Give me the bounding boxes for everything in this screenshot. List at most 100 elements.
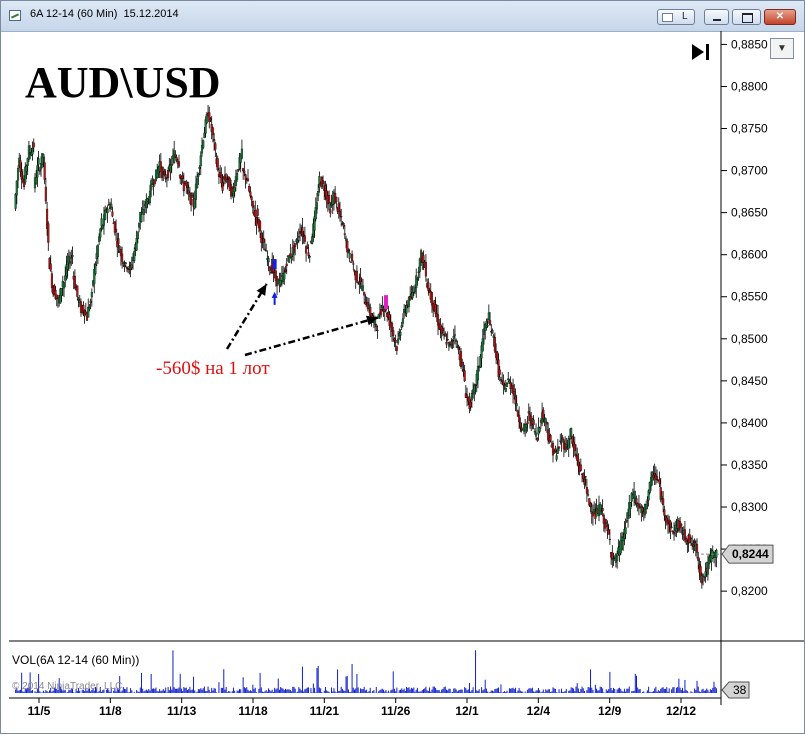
candle-body bbox=[46, 208, 49, 229]
candle-body bbox=[194, 183, 197, 200]
candle-body bbox=[704, 571, 707, 578]
candle-body bbox=[407, 296, 411, 307]
candle-body bbox=[633, 491, 636, 498]
candle-body bbox=[236, 172, 239, 180]
candle-body bbox=[20, 171, 23, 180]
candle-body bbox=[328, 195, 331, 204]
candle-body bbox=[315, 202, 319, 210]
candle-body bbox=[199, 155, 202, 167]
candle-body bbox=[498, 369, 501, 375]
candle-body bbox=[187, 190, 190, 194]
candle-body bbox=[186, 185, 189, 188]
candle-body bbox=[259, 221, 262, 231]
link-button[interactable]: L bbox=[657, 9, 695, 25]
candle-body bbox=[248, 185, 251, 192]
candle-body bbox=[233, 187, 236, 192]
annotation-arrow-line bbox=[225, 283, 268, 350]
candle-body bbox=[591, 512, 594, 517]
candle-body bbox=[64, 275, 67, 281]
maximize-button[interactable] bbox=[732, 9, 761, 25]
candle-body bbox=[599, 503, 602, 515]
candle-body bbox=[209, 118, 212, 121]
candle-body bbox=[352, 263, 355, 265]
candle-body bbox=[284, 269, 287, 273]
candle-body bbox=[163, 170, 166, 176]
candle-body bbox=[556, 447, 559, 454]
candle-body bbox=[565, 444, 568, 448]
candle-body bbox=[693, 541, 696, 544]
price-chart[interactable]: 0,8850 0,8800 0,8750 0,8700 0,8650 0,8600 0,85… bbox=[1, 31, 804, 735]
title-bar[interactable]: 6A 12-14 (60 Min) 15.12.2014 L ✕ bbox=[1, 1, 804, 32]
candle-body bbox=[262, 238, 265, 243]
candle-body bbox=[579, 464, 582, 471]
candle-body bbox=[344, 238, 348, 241]
candle-body bbox=[306, 247, 309, 249]
candle-body bbox=[401, 318, 404, 324]
candle-body bbox=[417, 271, 420, 273]
candle-body bbox=[603, 519, 607, 529]
candle-body bbox=[35, 177, 38, 184]
annotation-arrow-line bbox=[244, 316, 379, 357]
candle-body bbox=[49, 263, 52, 271]
candle-body bbox=[177, 161, 181, 167]
candle-body bbox=[174, 153, 177, 157]
candle-body bbox=[104, 209, 107, 220]
candle-body bbox=[307, 252, 310, 256]
chart-menu-dropdown[interactable]: ▼ bbox=[770, 38, 794, 59]
candle-body bbox=[692, 544, 695, 547]
candle-body bbox=[507, 378, 510, 381]
candle-body bbox=[589, 503, 592, 507]
candle-body bbox=[297, 236, 300, 238]
candle-body bbox=[514, 396, 517, 405]
candle-body bbox=[535, 432, 538, 437]
candle-body bbox=[221, 182, 224, 191]
candle-body bbox=[73, 276, 76, 288]
candle-body bbox=[587, 494, 590, 496]
annotation-arrow-head bbox=[366, 315, 378, 326]
candle-body bbox=[36, 165, 39, 178]
candle-body bbox=[558, 446, 561, 449]
candle-body bbox=[422, 255, 425, 263]
volume-series bbox=[15, 650, 717, 693]
candle-body bbox=[384, 309, 388, 311]
time-tick-label: 12/9 bbox=[598, 704, 622, 718]
candle-body bbox=[450, 344, 453, 346]
candle-body bbox=[652, 475, 655, 478]
candle-body bbox=[363, 291, 366, 296]
chart-app-icon bbox=[9, 10, 21, 21]
candle-body bbox=[140, 214, 143, 222]
candle-body bbox=[449, 341, 452, 345]
close-button[interactable]: ✕ bbox=[764, 9, 796, 25]
candle-body bbox=[392, 330, 395, 336]
price-tick-label: 0,8750 bbox=[731, 122, 768, 136]
candle-body bbox=[394, 340, 397, 343]
volume-indicator-label: VOL(6A 12-14 (60 Min)) bbox=[12, 653, 140, 667]
candle-body bbox=[226, 178, 229, 181]
annotation-arrow-head bbox=[256, 283, 267, 296]
candle-body bbox=[285, 263, 288, 267]
candle-body bbox=[405, 305, 408, 314]
candle-body bbox=[249, 191, 252, 197]
candle-body bbox=[47, 223, 50, 243]
candle-body bbox=[685, 537, 688, 543]
candle-body bbox=[335, 196, 338, 202]
candle-body bbox=[244, 174, 247, 180]
candle-body bbox=[434, 304, 437, 314]
candle-body bbox=[486, 325, 489, 327]
candle-body bbox=[670, 526, 673, 528]
candle-body bbox=[683, 529, 686, 540]
candle-body bbox=[452, 336, 455, 339]
candle-body bbox=[418, 258, 421, 272]
candle-body bbox=[274, 270, 277, 281]
price-tick-label: 0,8800 bbox=[731, 79, 768, 93]
minimize-button[interactable] bbox=[704, 9, 729, 25]
candle-body bbox=[208, 112, 211, 123]
time-tick-label: 11/26 bbox=[381, 704, 411, 718]
candle-body bbox=[669, 521, 672, 532]
minimize-icon bbox=[713, 19, 721, 21]
candle-body bbox=[469, 402, 472, 407]
scroll-to-end-button[interactable] bbox=[690, 42, 714, 62]
candle-body bbox=[123, 265, 126, 267]
candle-body bbox=[672, 531, 676, 535]
trade-signals bbox=[271, 259, 388, 310]
